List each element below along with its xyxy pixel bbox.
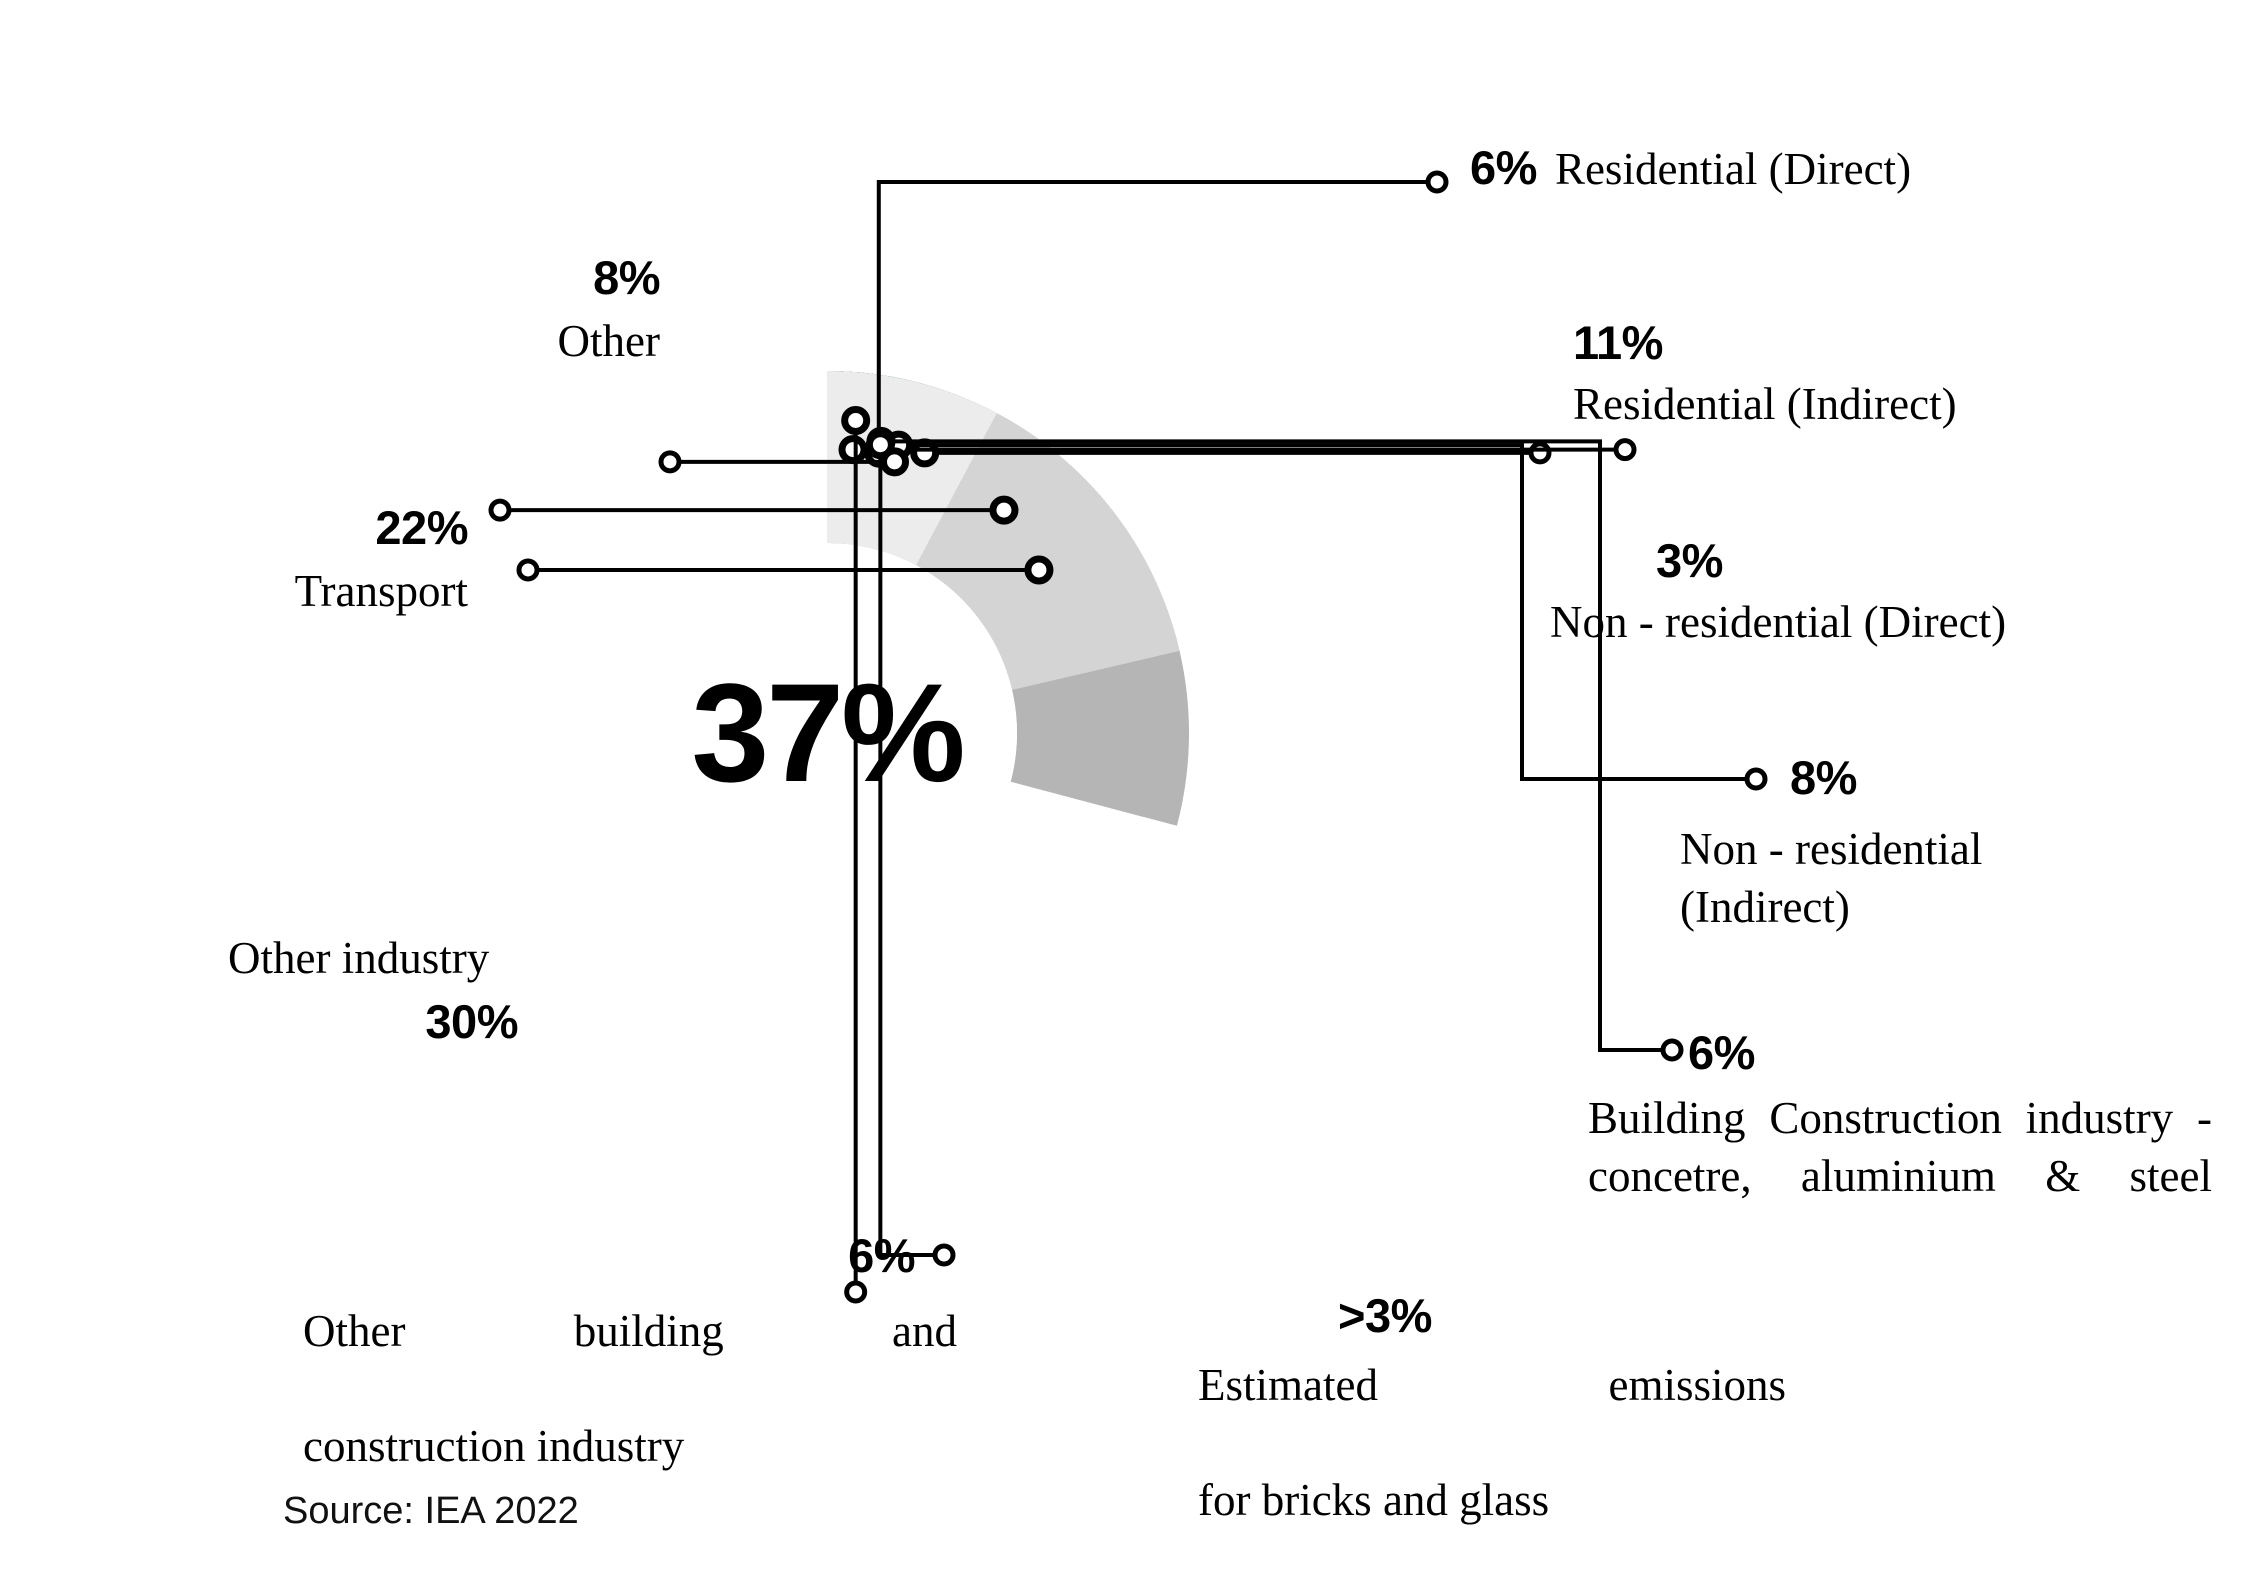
callout-bricks-glass-label-line1: Estimated emissions [1198, 1360, 1786, 1410]
callout-residential-direct-label: Residential (Direct) [1554, 144, 1912, 194]
callout-non-residential-direct: 3% Non - residential (Direct) [1550, 533, 2245, 652]
callout-other-industry-label: Other industry [228, 933, 490, 983]
callout-residential-indirect: 11% Residential (Indirect) [1573, 315, 2193, 434]
leader-endpoint [1528, 441, 1552, 465]
leader-line [880, 439, 1672, 1052]
leader-endpoint [1425, 170, 1449, 194]
callout-bricks-glass-percent: >3% [1338, 1289, 1432, 1342]
callout-other-building-label: Other building and construction industry [303, 1303, 957, 1476]
callout-residential-direct: 6% Residential (Direct) [1470, 140, 1911, 199]
leader-endpoint [989, 495, 1019, 525]
callout-non-residential-indirect-label-line2: (Indirect) [1680, 881, 1850, 932]
callout-other: 8% Other [508, 250, 661, 371]
callout-other-label: Other [557, 316, 660, 366]
callout-non-residential-direct-label: Non - residential (Direct) [1550, 597, 2007, 647]
callout-non-residential-direct-percent: 3% [1656, 534, 1723, 587]
callout-other-industry: Other industry 30% [228, 930, 519, 1049]
leader-line [878, 444, 944, 1257]
callout-other-industry-percent: 30% [425, 994, 518, 1048]
callout-other-building-label-line2: construction industry [303, 1421, 685, 1472]
leader-endpoint [658, 450, 682, 474]
leader-endpoint [880, 447, 910, 477]
leader-endpoint [1613, 438, 1637, 462]
callout-residential-direct-percent: 6% [1470, 141, 1537, 194]
callout-residential-indirect-label: Residential (Indirect) [1573, 379, 1957, 429]
leader-endpoint [488, 498, 512, 522]
leader-endpoint [838, 435, 868, 465]
donut-hole [637, 543, 1017, 923]
leader-line [898, 443, 1756, 781]
leader-endpoint [841, 405, 871, 435]
callout-other-percent: 8% [593, 251, 660, 304]
callout-transport-percent: 22% [375, 501, 468, 554]
leader-endpoint [1024, 555, 1054, 585]
leader-endpoint [865, 430, 895, 460]
callout-building-construction-percent: 6% [1688, 1026, 1755, 1079]
source-attribution: Source: IEA 2022 [283, 1490, 579, 1532]
callout-other-building: 6% [805, 1228, 915, 1283]
leader-lines [488, 170, 1768, 1304]
callout-non-residential-indirect-percent: 8% [1790, 751, 1857, 804]
callout-building-construction-label: Building Construction industry - concetr… [1588, 1093, 2212, 1201]
leader-endpoint [932, 1243, 956, 1267]
callout-bricks-glass-label-line2: for bricks and glass [1198, 1475, 1550, 1526]
callout-non-residential-indirect: 8% Non - residential (Indirect) [1680, 750, 2245, 936]
leader-endpoint [844, 1280, 868, 1304]
callout-bricks-glass: >3% Estimated emissions for bricks and g… [1198, 1288, 1938, 1530]
callout-transport-label: Transport [294, 566, 468, 616]
callout-transport: 22% Transport [268, 500, 469, 621]
leader-line [876, 180, 1437, 454]
callout-other-building-label-line1: Other building and [303, 1306, 957, 1356]
callout-building-construction: 6% Building Construction industry - conc… [1588, 1025, 2212, 1263]
leader-endpoint [516, 558, 540, 582]
center-percentage: 37% [691, 654, 965, 811]
leader-endpoint [1744, 767, 1768, 791]
leader-endpoint [1660, 1038, 1684, 1062]
callout-other-building-percent: 6% [848, 1229, 915, 1282]
callout-non-residential-indirect-label-line1: Non - residential [1680, 824, 1983, 874]
callout-residential-indirect-percent: 11% [1573, 316, 1663, 369]
